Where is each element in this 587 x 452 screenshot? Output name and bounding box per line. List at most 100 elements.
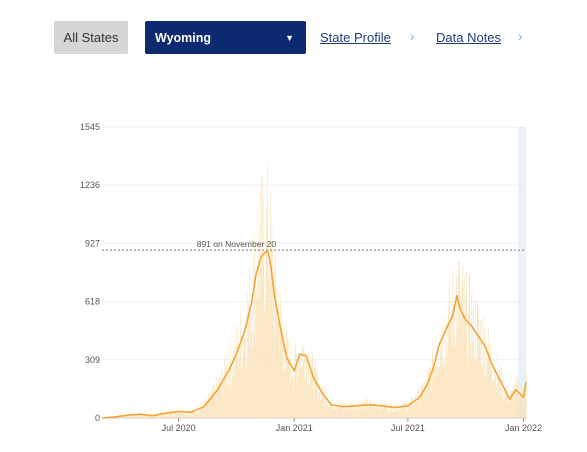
daily-bar [233,372,235,418]
daily-bar [272,241,273,418]
daily-bar [141,414,143,418]
daily-bar [139,413,140,418]
daily-bar [220,383,221,418]
daily-bar [493,380,494,418]
daily-bar [186,414,188,418]
daily-bar [226,364,227,418]
daily-bar [168,411,170,418]
daily-bar [394,401,395,418]
daily-bar [187,411,189,418]
daily-bar [171,413,172,418]
daily-bar [137,414,139,418]
daily-bar [465,295,467,418]
daily-bar [459,258,461,418]
daily-bar [478,307,479,418]
daily-bar [175,409,177,418]
daily-bar [271,222,273,418]
daily-bar [265,304,266,418]
daily-bar [453,304,454,418]
daily-bar [264,313,265,418]
daily-bar [118,416,120,418]
daily-bar [144,415,146,418]
daily-bar [340,405,341,418]
daily-bar [325,406,327,418]
daily-bar [273,269,275,418]
daily-bar [268,269,270,418]
daily-bar [338,401,340,418]
daily-bar [189,410,190,418]
daily-bar [360,404,361,418]
daily-bar [384,400,385,418]
daily-bar [382,408,384,418]
daily-bar [208,392,209,418]
daily-bar [375,403,376,418]
y-tick-label: 1236 [80,180,100,190]
daily-bar [384,408,386,418]
daily-bar [463,287,464,418]
daily-bar [382,403,383,418]
daily-bar [156,414,157,418]
daily-bar [426,382,427,418]
daily-bar [133,413,135,418]
daily-bar [514,397,515,418]
daily-bar [427,371,428,418]
daily-bar [188,414,190,418]
daily-bar [272,305,274,418]
daily-bar [339,405,341,418]
daily-bar [302,369,303,418]
daily-bar [441,366,443,418]
daily-bar [125,416,127,418]
daily-bar [345,404,347,418]
daily-bar [516,384,518,418]
daily-bar [429,367,430,418]
daily-bar [469,273,471,418]
daily-bar [178,412,180,418]
daily-bar [445,318,447,418]
daily-bar [314,360,316,418]
daily-bar [296,356,297,418]
daily-bar [502,373,504,418]
daily-bar [213,382,214,418]
daily-bar [379,404,381,418]
daily-bar [276,320,278,418]
daily-bar [504,388,505,418]
daily-bar [219,376,221,418]
daily-bar [341,407,343,418]
state-select[interactable]: Wyoming ▼ [145,21,306,54]
daily-bar [140,414,142,418]
daily-bar [308,351,309,418]
daily-bar [121,416,123,418]
daily-bar [256,288,258,418]
daily-bar [125,415,126,418]
daily-bar [379,410,380,418]
daily-bar [334,409,336,418]
daily-bar [454,303,455,418]
daily-bar [388,410,390,418]
daily-bar [357,411,358,418]
daily-bar [123,415,124,418]
daily-bar [192,409,194,418]
daily-bar [377,405,379,418]
daily-bar [463,321,465,418]
daily-bar [451,300,452,418]
daily-bar [204,400,205,418]
daily-bar [421,386,422,418]
daily-bar [214,384,216,418]
daily-bar [228,376,230,418]
daily-bar [457,328,459,418]
all-states-button[interactable]: All States [54,21,128,54]
daily-bar [495,392,497,418]
y-tick-label: 1545 [80,122,100,132]
daily-bar [359,410,361,418]
daily-bar [447,360,449,418]
daily-bar [254,234,255,418]
daily-bar [436,362,437,418]
daily-bar [181,412,183,418]
daily-bar [460,319,461,418]
daily-bar [131,415,133,418]
daily-bar [404,401,406,418]
daily-bar [510,390,512,418]
data-notes-link[interactable]: Data Notes [436,30,502,45]
daily-bar [199,408,201,418]
state-profile-link[interactable]: State Profile [320,30,391,45]
